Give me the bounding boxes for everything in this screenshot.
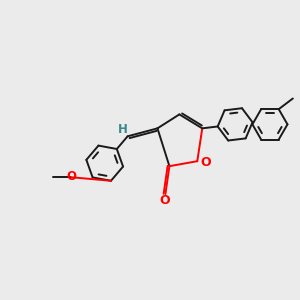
Text: O: O xyxy=(200,156,211,169)
Text: O: O xyxy=(160,194,170,207)
Text: O: O xyxy=(66,170,76,183)
Text: H: H xyxy=(118,123,128,136)
